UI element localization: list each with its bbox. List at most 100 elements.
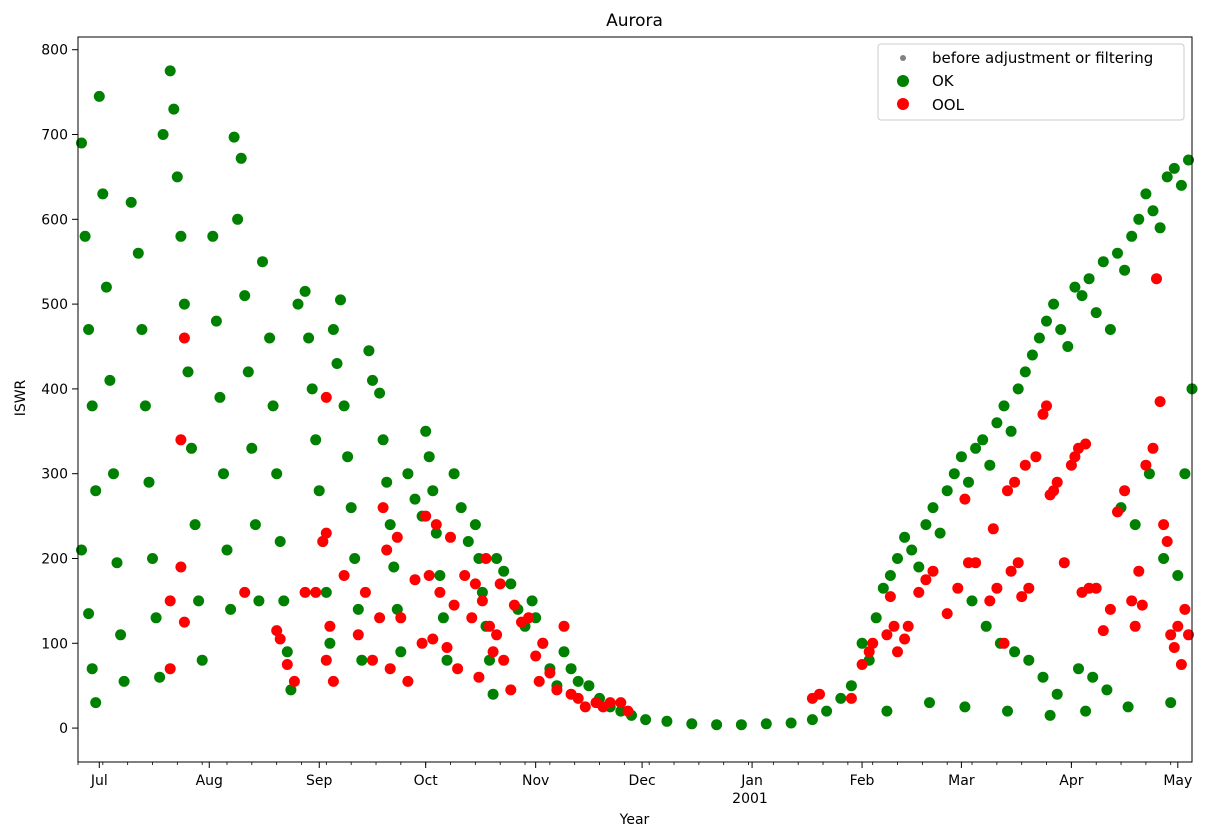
point-ool: [1112, 506, 1123, 518]
point-ool: [533, 675, 545, 687]
point-ok: [821, 705, 833, 717]
axes-layer: 0 100 200 300 400 500 600 700 800 Jul Aug Sep Oct Nov…: [41, 36, 1193, 789]
point-ok: [959, 701, 971, 713]
point-ok: [735, 719, 747, 731]
point-ok: [104, 374, 116, 386]
point-ool: [814, 688, 825, 700]
point-ok: [881, 705, 893, 717]
point-ok: [760, 718, 772, 730]
point-ok: [1122, 701, 1134, 713]
point-ool: [899, 633, 911, 645]
point-ok: [118, 675, 130, 687]
legend-marker-before: [900, 55, 906, 61]
x-tick-label: Jan: [740, 773, 763, 789]
point-ool: [987, 523, 999, 535]
point-ool: [427, 633, 439, 645]
point-ok: [487, 688, 499, 700]
point-ok: [338, 400, 350, 412]
point-ool: [320, 654, 332, 666]
legend: before adjustment or filtering OK OOL: [877, 43, 1185, 121]
point-ok: [870, 612, 882, 624]
y-tick-label: 0: [59, 721, 68, 737]
point-ok: [1002, 705, 1013, 717]
point-ool: [523, 612, 535, 624]
point-ok: [175, 230, 187, 242]
point-ool: [423, 570, 435, 581]
point-ok: [427, 485, 439, 497]
point-ok: [583, 680, 595, 692]
point-ok: [941, 485, 953, 497]
point-ok: [154, 671, 166, 683]
point-ool: [952, 582, 964, 594]
point-ok: [856, 637, 868, 649]
point-ool: [551, 684, 563, 696]
point-ool: [537, 637, 549, 649]
point-ool: [1154, 396, 1166, 408]
point-ok: [374, 387, 386, 399]
point-ok: [384, 519, 396, 531]
point-ok: [441, 654, 453, 666]
point-ok: [164, 65, 176, 77]
point-ok: [214, 391, 226, 403]
y-tick-label: 200: [41, 551, 68, 567]
point-ok: [391, 603, 403, 615]
point-ok: [963, 476, 974, 488]
point-ool: [1041, 400, 1052, 412]
point-ok: [984, 459, 996, 471]
point-ool: [402, 675, 414, 687]
point-ok: [1104, 324, 1116, 335]
x-tick-label: Aug: [196, 773, 223, 789]
point-ok: [97, 188, 109, 200]
point-ok: [572, 675, 584, 687]
point-ok: [1140, 188, 1152, 200]
point-ok: [977, 434, 989, 446]
point-ool: [175, 561, 187, 573]
point-ool: [1090, 582, 1102, 594]
point-ok: [136, 324, 148, 335]
point-ok: [76, 544, 87, 556]
point-ok: [420, 425, 432, 437]
point-ok: [249, 519, 261, 531]
point-ok: [1119, 264, 1131, 276]
point-ok: [349, 553, 361, 564]
point-ok: [955, 451, 967, 463]
x-tick-label: Mar: [948, 773, 975, 789]
point-ool: [420, 510, 432, 522]
y-tick-label: 800: [41, 43, 68, 59]
point-ok: [998, 400, 1010, 412]
point-ool: [1023, 582, 1035, 594]
point-ool: [1065, 459, 1077, 471]
point-ool: [178, 616, 190, 628]
point-ok: [193, 595, 205, 607]
point-ool: [1158, 519, 1170, 531]
point-ok: [246, 442, 258, 454]
point-ok: [1183, 154, 1194, 166]
point-ool: [281, 659, 293, 670]
point-ok: [225, 603, 237, 615]
point-ok: [1112, 247, 1123, 259]
point-ool: [1005, 565, 1017, 577]
point-ool: [579, 701, 591, 713]
point-ok: [331, 358, 343, 369]
point-ool: [164, 595, 176, 607]
point-ool: [416, 637, 428, 649]
point-ok: [1009, 646, 1021, 658]
point-ok: [115, 629, 127, 641]
point-ok: [899, 531, 911, 543]
point-ok: [306, 383, 318, 395]
point-ok: [100, 281, 112, 293]
point-ool: [352, 629, 364, 641]
point-ok: [1005, 425, 1017, 437]
point-ool: [395, 612, 407, 624]
point-ok: [785, 717, 797, 729]
point-ok: [448, 468, 460, 480]
point-ok: [168, 103, 180, 115]
x-tick-label: Feb: [850, 773, 875, 789]
point-ok: [264, 332, 276, 344]
point-ool: [1129, 620, 1141, 632]
y-tick-label: 700: [41, 128, 68, 144]
point-ok: [835, 692, 847, 704]
point-ool: [473, 671, 485, 683]
point-ool: [239, 586, 251, 598]
